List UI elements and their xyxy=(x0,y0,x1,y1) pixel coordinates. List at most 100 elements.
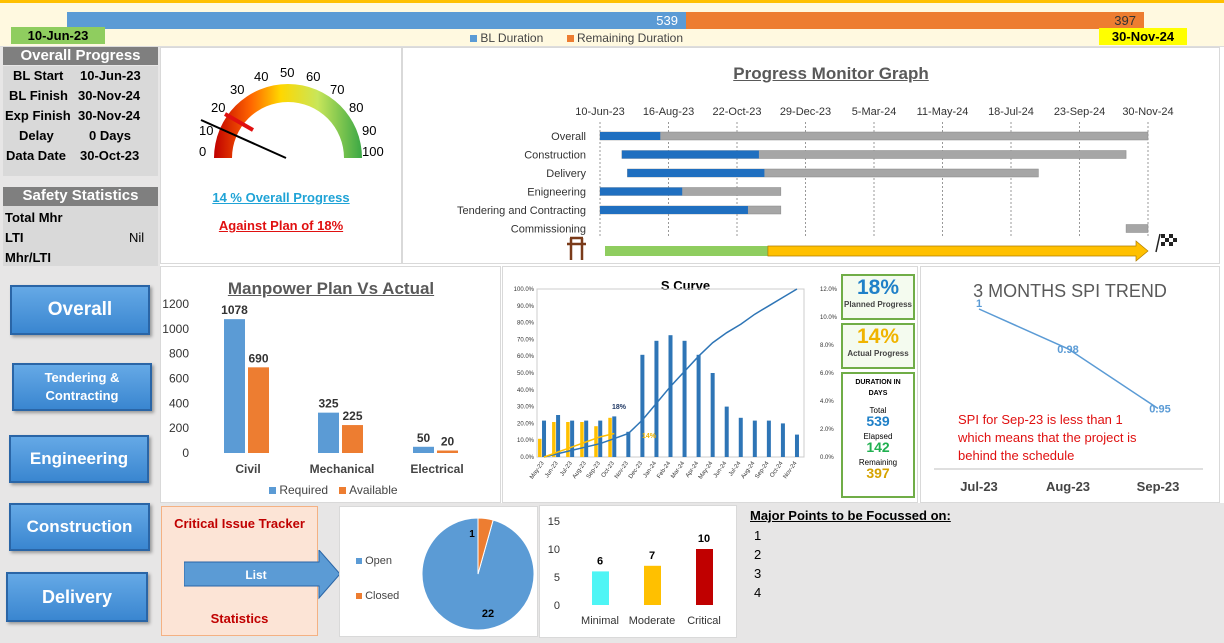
overall-button[interactable]: Overall xyxy=(10,285,150,335)
spi-data-label: 1 xyxy=(976,298,982,310)
scurve-right-tick: 10.0% xyxy=(820,315,838,321)
progress-monitor-chart: 10-Jun-23 16-Aug-23 22-Oct-23 29-Dec-23 5-Ma… xyxy=(457,106,1177,262)
scurve-left-tick: 10.0% xyxy=(517,438,535,444)
manpower-bar xyxy=(413,446,434,453)
exp-finish-label: Exp Finish xyxy=(5,108,71,123)
bl-duration-bar: 539 xyxy=(67,12,686,29)
scurve-planned-bar xyxy=(598,420,603,457)
gantt-planned-bar xyxy=(599,131,1149,141)
manpower-data-label: 225 xyxy=(342,409,362,423)
spi-data-label: 0.98 xyxy=(1057,344,1078,356)
spi-panel: 3 MONTHS SPI TREND 1 Jul-23 0.98 Aug-23 0.95… xyxy=(920,266,1220,503)
scurve-planned-line xyxy=(543,288,798,458)
timeline-date: 11-May-24 xyxy=(917,106,969,118)
manpower-category-label: Civil xyxy=(235,462,260,476)
severity-y-tick: 0 xyxy=(554,600,560,612)
list-arrow[interactable]: List xyxy=(184,550,364,600)
scurve-right-tick: 12.0% xyxy=(820,287,838,293)
manpower-data-label: 690 xyxy=(248,351,268,365)
manpower-y-tick: 0 xyxy=(182,446,189,460)
gauge-tick: 60 xyxy=(306,69,320,84)
delivery-button[interactable]: Delivery xyxy=(6,572,148,622)
gantt-done-bar xyxy=(627,169,765,177)
gauge-chart: 0 10 20 30 40 50 60 70 80 90 100 xyxy=(199,65,384,159)
manpower-y-tick: 600 xyxy=(169,372,189,386)
scurve-left-tick: 90.0% xyxy=(517,304,535,310)
remaining-value: 397 xyxy=(866,465,890,481)
overall-progress-table: BL Start 10-Jun-23 BL Finish 30-Nov-24 E… xyxy=(3,66,158,176)
flag-square xyxy=(1173,238,1177,242)
manpower-category-label: Electrical xyxy=(410,462,463,476)
tendering-contracting-button[interactable]: Tendering & Contracting xyxy=(12,363,152,411)
manpower-data-label: 325 xyxy=(318,397,338,411)
progress-monitor-panel: Progress Monitor Graph 10-Jun-23 16-Aug-2… xyxy=(402,47,1220,264)
legend-required: Required xyxy=(279,483,329,497)
scurve-left-tick: 0.0% xyxy=(520,455,534,461)
scurve-planned-bar xyxy=(570,420,575,457)
timeline-date: 18-Jul-24 xyxy=(988,106,1034,118)
pie-legend-open: Open xyxy=(356,555,392,567)
severity-bar xyxy=(696,549,713,605)
scurve-planned-bar xyxy=(696,354,701,457)
gauge-tick: 100 xyxy=(362,144,384,159)
scurve-actual-bar xyxy=(552,422,556,457)
start-date-badge: 10-Jun-23 xyxy=(11,27,105,44)
gauge-needle xyxy=(200,119,287,159)
bl-duration-value: 539 xyxy=(656,13,678,28)
timeline-date: 29-Dec-23 xyxy=(780,106,831,118)
spi-x-label: Jul-23 xyxy=(960,479,998,494)
spi-chart: 1 Jul-23 0.98 Aug-23 0.95 Sep-23 xyxy=(934,298,1203,494)
issue-tracker-statistics[interactable]: Statistics xyxy=(210,611,269,626)
manpower-legend: Required Available xyxy=(269,483,398,497)
scurve-planned-bar xyxy=(682,340,687,457)
scurve-right-tick: 6.0% xyxy=(820,371,834,377)
bl-start-value: 10-Jun-23 xyxy=(80,68,141,83)
scurve-left-tick: 40.0% xyxy=(517,388,535,394)
bl-finish-label: BL Finish xyxy=(9,88,68,103)
severity-data-label: 7 xyxy=(649,550,655,562)
actual-progress-label: Actual Progress xyxy=(847,349,909,358)
manpower-bar xyxy=(248,367,269,453)
focus-title: Major Points to be Focussed on: xyxy=(750,508,951,523)
remaining-label: Remaining xyxy=(858,458,898,467)
scurve-x-tick: Mar-24 xyxy=(670,460,686,480)
severity-bar xyxy=(644,565,661,605)
manpower-chart: 0 200 400 600 800 1000 1200 1078 690 Civil 325 225 M… xyxy=(162,297,463,476)
bl-finish-value: 30-Nov-24 xyxy=(78,88,141,103)
issue-pie-chart: 1 22 xyxy=(421,517,535,631)
gauge-tick: 40 xyxy=(254,69,268,84)
gauge-tick: 0 xyxy=(199,144,206,159)
total-value: 539 xyxy=(866,413,890,429)
scurve-left-tick: 60.0% xyxy=(517,354,535,360)
list-label[interactable]: List xyxy=(245,568,266,582)
flag-square xyxy=(1169,242,1173,246)
delay-label: Delay xyxy=(19,128,54,143)
pie-slice-closed xyxy=(477,517,494,575)
scurve-planned-bar xyxy=(766,420,771,457)
scurve-planned-bar xyxy=(794,434,799,457)
planned-progress-card: 18% Planned Progress xyxy=(841,274,915,320)
safety-title: Safety Statistics xyxy=(3,187,158,206)
scurve-left-tick: 100.0% xyxy=(514,287,535,293)
gantt-done-bar xyxy=(600,206,748,214)
pie-open-label: 22 xyxy=(482,608,494,620)
safety-table: Total Mhr LTI Nil Mhr/LTI xyxy=(3,206,158,266)
lti-label: LTI xyxy=(5,230,24,245)
severity-data-label: 10 xyxy=(698,533,710,545)
gantt-planned-bar xyxy=(621,150,1127,159)
planned-progress-label: Planned Progress xyxy=(843,300,913,309)
severity-category-label: Minimal xyxy=(581,615,619,627)
manpower-y-tick: 400 xyxy=(169,396,189,410)
construction-button[interactable]: Construction xyxy=(9,503,150,551)
engineering-button[interactable]: Engineering xyxy=(9,435,149,483)
gauge-tick: 70 xyxy=(330,82,344,97)
severity-y-tick: 15 xyxy=(548,516,560,528)
gauge-progress-text: 14 % Overall Progress xyxy=(212,190,350,205)
scurve-left-tick: 50.0% xyxy=(517,371,535,377)
gantt-done-bar xyxy=(600,132,661,140)
top-accent xyxy=(0,0,1224,3)
manpower-data-label: 1078 xyxy=(221,303,248,317)
scurve-planned-bar xyxy=(542,420,547,457)
scurve-left-tick: 20.0% xyxy=(517,421,535,427)
gauge-tick: 10 xyxy=(199,123,213,138)
